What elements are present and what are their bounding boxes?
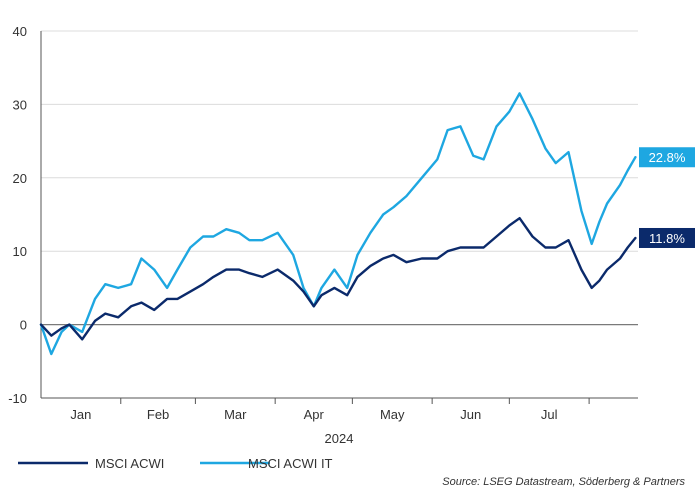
legend: MSCI ACWI MSCI ACWI IT: [18, 456, 333, 471]
legend-item: MSCI ACWI IT: [200, 456, 333, 471]
x-tick-label: Jan: [70, 407, 91, 422]
series-line-msci-acwi-it: [39, 92, 637, 356]
x-tick-label: Jul: [541, 407, 558, 422]
y-tick-label: 30: [13, 97, 27, 112]
y-tick-label: 0: [20, 318, 27, 333]
x-tick-label: Jun: [460, 407, 481, 422]
gridlines: [41, 30, 638, 252]
y-tick-labels: -10 0 10 20 30 40: [8, 24, 27, 406]
end-value-labels: 22.8% 11.8%: [639, 147, 695, 248]
end-label-text: 11.8%: [649, 231, 685, 246]
series-line-msci-acwi: [39, 216, 637, 341]
x-tick-label: Feb: [147, 407, 169, 422]
x-tick-label: May: [380, 407, 405, 422]
x-tick-labels: Jan Feb Mar Apr May Jun Jul: [70, 407, 557, 422]
y-tick-label: 10: [13, 244, 27, 259]
end-label-text: 22.8%: [649, 150, 686, 165]
y-tick-label: -10: [8, 391, 27, 406]
axes: [40, 31, 638, 404]
x-axis-title: 2024: [325, 431, 354, 446]
end-label-it: 22.8%: [639, 147, 695, 168]
source-note: Source: LSEG Datastream, Söderberg & Par…: [442, 476, 685, 488]
y-tick-label: 40: [13, 24, 27, 39]
legend-item: MSCI ACWI: [18, 456, 164, 471]
x-tick-label: Apr: [304, 407, 325, 422]
legend-label: MSCI ACWI IT: [248, 456, 333, 471]
end-label-acwi: 11.8%: [639, 227, 695, 248]
end-label-box: [639, 147, 695, 168]
y-tick-label: 20: [13, 171, 27, 186]
series-lines: [39, 92, 637, 356]
legend-label: MSCI ACWI: [95, 456, 164, 471]
end-label-box: [639, 227, 695, 248]
x-tick-label: Mar: [224, 407, 247, 422]
